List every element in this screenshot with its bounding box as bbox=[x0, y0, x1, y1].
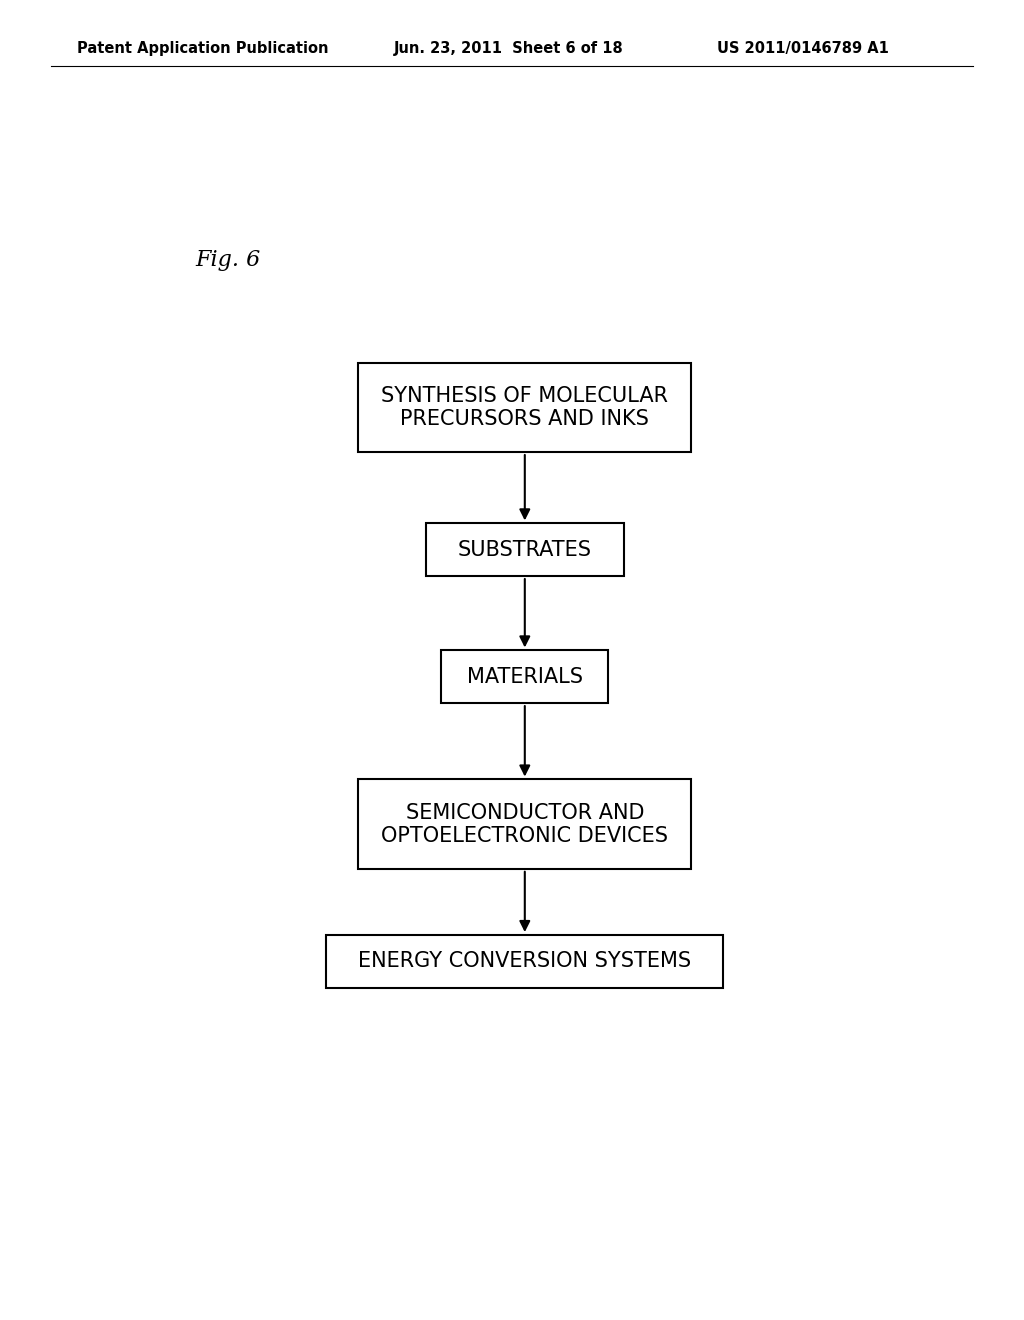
Bar bbox=[327, 935, 723, 987]
Bar bbox=[358, 363, 691, 453]
Text: US 2011/0146789 A1: US 2011/0146789 A1 bbox=[717, 41, 889, 57]
Text: MATERIALS: MATERIALS bbox=[467, 667, 583, 686]
Bar bbox=[426, 523, 624, 576]
Text: SYNTHESIS OF MOLECULAR
PRECURSORS AND INKS: SYNTHESIS OF MOLECULAR PRECURSORS AND IN… bbox=[381, 385, 669, 429]
Bar bbox=[358, 779, 691, 869]
Text: Fig. 6: Fig. 6 bbox=[196, 249, 261, 271]
Text: SEMICONDUCTOR AND
OPTOELECTRONIC DEVICES: SEMICONDUCTOR AND OPTOELECTRONIC DEVICES bbox=[381, 803, 669, 846]
Text: Patent Application Publication: Patent Application Publication bbox=[77, 41, 329, 57]
Text: ENERGY CONVERSION SYSTEMS: ENERGY CONVERSION SYSTEMS bbox=[358, 952, 691, 972]
Text: Jun. 23, 2011  Sheet 6 of 18: Jun. 23, 2011 Sheet 6 of 18 bbox=[394, 41, 624, 57]
Text: SUBSTRATES: SUBSTRATES bbox=[458, 540, 592, 560]
Bar bbox=[441, 651, 608, 704]
